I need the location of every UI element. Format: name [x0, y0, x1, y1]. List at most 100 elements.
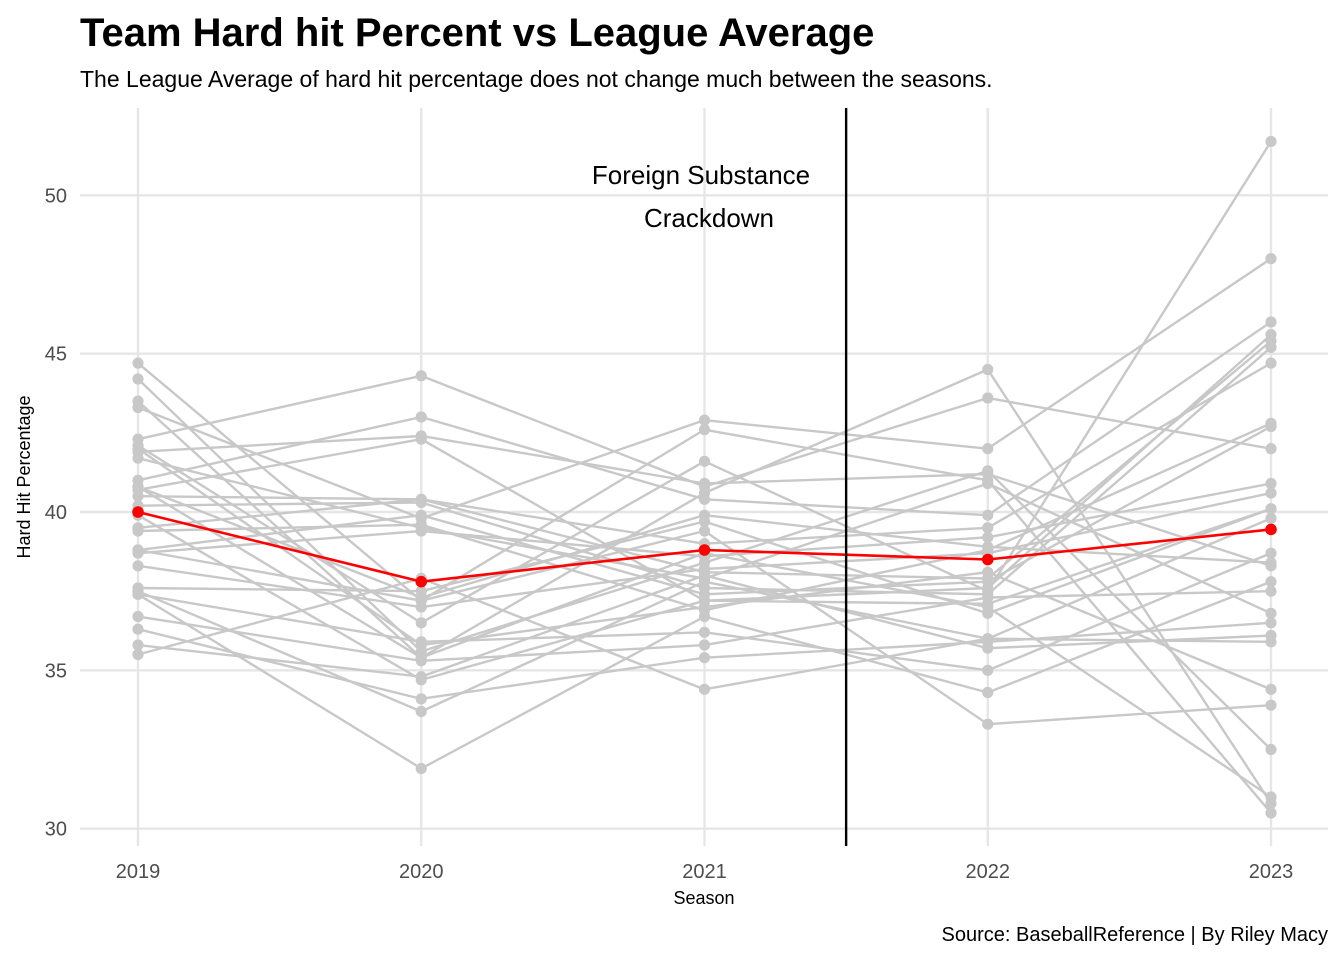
team-point-8-2019	[132, 452, 144, 464]
team-point-4-2023	[1265, 253, 1277, 265]
team-series-24	[132, 617, 1277, 705]
team-point-12-2019	[132, 490, 144, 502]
team-point-14-2023	[1265, 357, 1277, 369]
team-point-21-2023	[1265, 547, 1277, 559]
team-point-16-2022	[982, 576, 994, 588]
y-tick-label-30: 30	[45, 819, 67, 841]
team-point-6-2020	[415, 617, 427, 629]
team-point-3-2022	[982, 363, 994, 376]
team-point-14-2020	[415, 493, 427, 505]
team-point-18-2023	[1265, 487, 1277, 499]
team-point-26-2021	[698, 683, 711, 695]
team-point-15-2019	[132, 525, 144, 537]
team-point-28-2020	[415, 595, 427, 607]
team-point-18-2019	[132, 560, 144, 572]
team-point-22-2020	[415, 762, 427, 775]
team-point-17-2023	[1265, 477, 1277, 490]
team-point-17-2020	[415, 525, 427, 537]
team-point-4-2021	[698, 414, 711, 426]
y-tick-label-40: 40	[45, 502, 67, 524]
team-series	[132, 135, 1277, 819]
y-tick-label-35: 35	[45, 660, 67, 682]
x-tick-label-2019: 2019	[116, 861, 161, 883]
team-point-24-2023	[1265, 617, 1277, 629]
team-point-23-2021	[698, 639, 711, 651]
team-point-22-2019	[132, 588, 144, 600]
team-point-27-2019	[132, 443, 144, 455]
team-point-9-2021	[698, 493, 711, 505]
team-point-2-2019	[132, 373, 144, 385]
team-point-26-2019	[132, 648, 144, 661]
team-point-13-2023	[1265, 341, 1277, 353]
x-tick-label-2022: 2022	[966, 861, 1011, 883]
team-point-5-2020	[415, 370, 427, 382]
league-average-point-2023	[1265, 523, 1277, 536]
league-average-point-2021	[698, 544, 711, 556]
team-point-21-2021	[698, 626, 711, 638]
x-tick-label-2023: 2023	[1249, 861, 1294, 883]
chart-title: Team Hard hit Percent vs League Average	[80, 11, 874, 55]
y-axis-ticks: 30 35 40 45 50	[45, 185, 67, 840]
x-tick-label-2021: 2021	[682, 861, 727, 883]
team-point-20-2023	[1265, 512, 1277, 524]
x-axis-title: Season	[673, 888, 734, 908]
team-point-8-2023	[1265, 607, 1277, 619]
team-point-24-2020	[415, 693, 427, 705]
team-point-30-2021	[698, 595, 711, 607]
team-point-24-2019	[132, 623, 144, 635]
team-point-29-2023	[1265, 791, 1277, 803]
team-point-9-2022	[982, 509, 994, 521]
team-point-19-2021	[698, 515, 711, 528]
team-point-22-2021	[698, 610, 711, 623]
team-series-27	[132, 443, 1277, 695]
team-point-28-2019	[132, 544, 144, 556]
team-series-26	[132, 572, 1277, 695]
team-point-14-2022	[982, 522, 994, 534]
team-point-16-2020	[415, 509, 427, 521]
team-point-23-2023	[1265, 585, 1277, 597]
team-point-16-2023	[1265, 420, 1277, 433]
team-point-29-2020	[415, 652, 427, 664]
team-point-25-2022	[982, 642, 994, 654]
team-point-25-2021	[698, 569, 711, 581]
chart-subtitle: The League Average of hard hit percentag…	[80, 66, 993, 92]
team-point-24-2021	[698, 652, 711, 664]
y-tick-label-45: 45	[45, 344, 67, 366]
team-point-23-2019	[132, 610, 144, 623]
y-tick-label-50: 50	[45, 185, 67, 207]
team-point-1-2023	[1265, 807, 1277, 819]
team-point-28-2023	[1265, 699, 1277, 711]
y-axis-title: Hard Hit Percentage	[14, 395, 34, 558]
team-point-4-2022	[982, 443, 994, 455]
team-point-27-2023	[1265, 683, 1277, 695]
annotation-line-2: Crackdown	[644, 203, 774, 233]
team-point-17-2022	[982, 531, 994, 543]
team-point-8-2022	[982, 477, 994, 490]
team-point-19-2020	[415, 585, 427, 597]
team-point-25-2019	[132, 639, 144, 651]
team-point-1-2021	[698, 424, 711, 436]
x-axis-ticks: 2019 2020 2021 2022 2023	[116, 861, 1294, 883]
team-point-27-2022	[982, 566, 994, 578]
team-point-26-2022	[982, 633, 994, 645]
team-point-20-2020	[415, 705, 427, 718]
team-point-6-2023	[1265, 135, 1277, 148]
team-series-9	[132, 316, 1277, 521]
team-point-7-2021	[698, 477, 711, 490]
league-average-point-2022	[981, 553, 994, 566]
league-average-series	[132, 506, 1277, 588]
x-tick-label-2020: 2020	[399, 861, 444, 883]
team-point-4-2019	[132, 401, 144, 414]
team-point-28-2021	[698, 525, 711, 537]
team-point-27-2020	[415, 639, 427, 651]
team-point-30-2020	[415, 674, 427, 686]
team-series-22	[132, 576, 1277, 775]
team-point-7-2022	[982, 468, 994, 480]
team-point-30-2023	[1265, 503, 1277, 515]
league-average-point-2020	[415, 575, 428, 588]
team-point-21-2022	[982, 664, 994, 676]
team-point-11-2020	[415, 433, 427, 445]
team-point-2-2023	[1265, 743, 1277, 756]
team-series-25	[132, 569, 1277, 683]
